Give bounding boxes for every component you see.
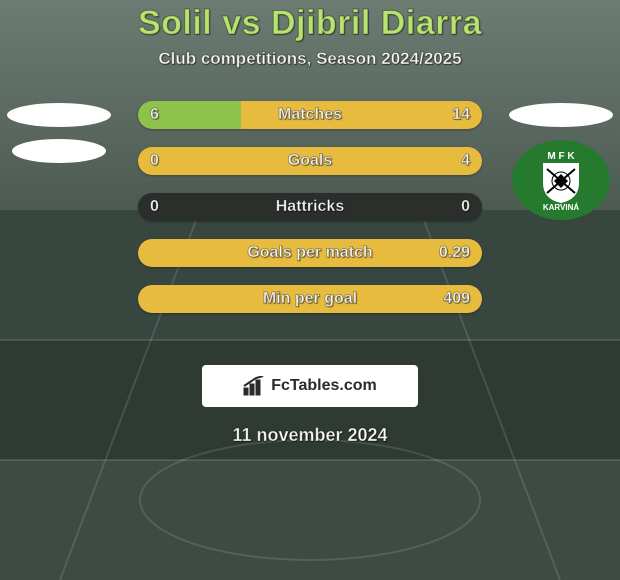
stat-value-left: 0: [138, 193, 171, 221]
stats-area: M F K KARVINÁ Matche: [0, 103, 620, 343]
svg-text:M F K: M F K: [547, 151, 575, 162]
stat-label: Hattricks: [138, 193, 482, 221]
stat-value-left: 0: [138, 147, 171, 175]
stat-value-left: 6: [138, 101, 171, 129]
footer-date: 11 november 2024: [0, 425, 620, 446]
stat-row: Min per goal409: [138, 285, 482, 313]
page-title: Solil vs Djibril Diarra: [0, 4, 620, 43]
stat-value-right: 4: [449, 147, 482, 175]
brand-box[interactable]: FcTables.com: [202, 365, 418, 407]
stat-row: Hattricks0 0: [138, 193, 482, 221]
page-subtitle: Club competitions, Season 2024/2025: [0, 49, 620, 69]
player-right-badges: M F K KARVINÁ: [506, 103, 616, 221]
svg-text:KARVINÁ: KARVINÁ: [543, 203, 580, 212]
stat-value-left: [138, 239, 162, 267]
brand-text: FcTables.com: [271, 377, 377, 395]
stat-value-right: 0: [449, 193, 482, 221]
stat-value-right: 409: [431, 285, 482, 313]
karvina-crest-icon: M F K KARVINÁ: [511, 139, 611, 221]
player-left-badge-2: [12, 139, 106, 163]
stat-value-left: [138, 285, 162, 313]
stat-label: Goals: [138, 147, 482, 175]
stat-row: Matches6 14: [138, 101, 482, 129]
stat-label: Matches: [138, 101, 482, 129]
stat-value-right: 14: [440, 101, 482, 129]
player-left-badges: [4, 103, 114, 163]
stat-value-right: 0.29: [427, 239, 482, 267]
bar-chart-icon: [243, 376, 265, 396]
stat-row: Goals per match0.29: [138, 239, 482, 267]
club-logo-karvina: M F K KARVINÁ: [511, 139, 611, 221]
player-right-badge-1: [509, 103, 613, 127]
stat-rows: Matches614Goals04Hattricks00Goals per ma…: [138, 101, 482, 313]
player-left-badge-1: [7, 103, 111, 127]
stat-row: Goals0 4: [138, 147, 482, 175]
